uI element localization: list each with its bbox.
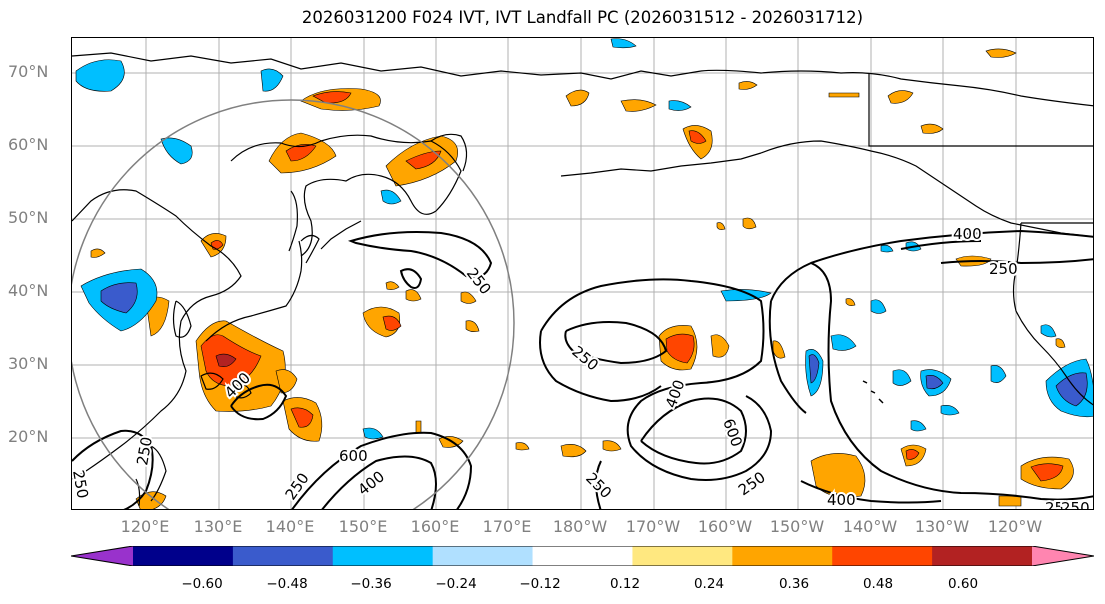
colorbar-cell — [832, 546, 933, 566]
colorbar-extend-low — [71, 546, 133, 566]
colorbar-cell — [732, 546, 833, 566]
colorbar-cell — [532, 546, 633, 566]
colorbar-extend-high — [1032, 546, 1094, 566]
contour-label: 600 — [719, 416, 746, 449]
colorbar-cell — [432, 546, 534, 566]
colorbar-tick: 0.12 — [609, 576, 641, 592]
colorbar-tick: −0.12 — [519, 576, 561, 592]
contour-label: 250 — [72, 469, 92, 500]
contour-label: 250 — [1061, 499, 1090, 510]
contour-label: 400 — [953, 225, 982, 243]
coastlines — [72, 52, 1093, 507]
lat-label-20n: 20°N — [8, 427, 49, 446]
lat-label-50n: 50°N — [8, 208, 49, 227]
lon-label-130w: 130°W — [914, 517, 970, 536]
contour-label: 400 — [662, 377, 689, 410]
colorbar-tick: −0.36 — [350, 576, 392, 592]
colorbar-tick: −0.24 — [435, 576, 477, 592]
positive-ivt-patches — [90, 48, 1074, 509]
map-panel[interactable]: 250 400 250 250 600 400 250 250 400 600 … — [71, 37, 1094, 510]
lon-label-160e: 160°E — [410, 517, 460, 536]
colorbar-tick: 0.60 — [947, 576, 979, 592]
lon-label-150w: 150°W — [769, 517, 825, 536]
lon-label-150e: 150°E — [338, 517, 388, 536]
colorbar-cell — [332, 546, 434, 566]
lon-label-140w: 140°W — [842, 517, 898, 536]
colorbar — [71, 546, 1094, 566]
contour-label: 400 — [827, 491, 856, 509]
lon-label-160w: 160°W — [697, 517, 753, 536]
lon-label-120e: 120°E — [120, 517, 170, 536]
contour-label: 600 — [339, 447, 368, 465]
contour-label: 250 — [989, 260, 1018, 278]
colorbar-cell — [632, 546, 733, 566]
lat-label-40n: 40°N — [8, 281, 49, 300]
lon-label-120w: 120°W — [987, 517, 1043, 536]
map-title: 2026031200 F024 IVT, IVT Landfall PC (20… — [301, 8, 864, 27]
colorbar-tick: 0.36 — [778, 576, 810, 592]
colorbar-tick: 0.24 — [693, 576, 725, 592]
lon-label-140e: 140°E — [265, 517, 315, 536]
lat-label-60n: 60°N — [8, 135, 49, 154]
gridlines — [72, 38, 1093, 509]
contour-label: 250 — [1045, 499, 1074, 510]
landfall-radius-ring — [72, 99, 515, 509]
colorbar-tick: −0.60 — [181, 576, 223, 592]
lon-label-130e: 130°E — [193, 517, 243, 536]
lat-label-30n: 30°N — [8, 354, 49, 373]
colorbar-cell — [232, 546, 334, 566]
contour-label: 250 — [282, 470, 313, 504]
lat-label-70n: 70°N — [8, 62, 49, 81]
negative-ivt-patches — [75, 38, 1093, 440]
contour-label: 250 — [568, 342, 602, 374]
ivt-contours — [72, 229, 1093, 509]
lon-label-170e: 170°E — [482, 517, 532, 536]
lon-label-180w: 180°W — [552, 517, 608, 536]
lon-label-170w: 170°W — [625, 517, 681, 536]
contour-label: 250 — [582, 469, 615, 502]
colorbar-cell — [133, 546, 234, 566]
colorbar-cell — [932, 546, 1033, 566]
colorbar-tick: 0.48 — [862, 576, 894, 592]
colorbar-tick: −0.48 — [266, 576, 308, 592]
